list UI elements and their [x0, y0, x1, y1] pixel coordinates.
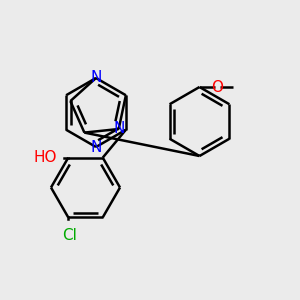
Text: N: N	[90, 70, 102, 86]
Text: N: N	[113, 122, 124, 136]
Text: HO: HO	[33, 150, 57, 165]
Text: N: N	[90, 140, 102, 154]
Text: Cl: Cl	[62, 228, 77, 243]
Text: O: O	[211, 80, 223, 94]
